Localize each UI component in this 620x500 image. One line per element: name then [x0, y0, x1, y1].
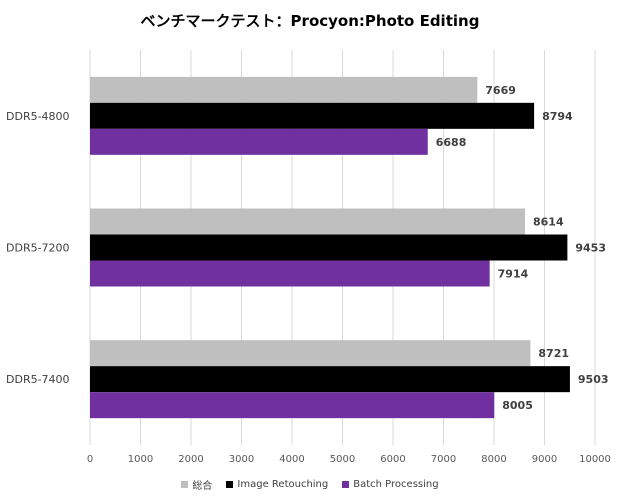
category-label: DDR5-7200: [6, 242, 70, 255]
bar: [90, 260, 490, 287]
data-label: 8721: [538, 347, 569, 360]
legend-label: 総合: [192, 481, 213, 492]
bar: [90, 340, 531, 367]
legend-item: 総合: [181, 477, 212, 492]
bar: [90, 366, 570, 393]
x-tick-label: 6000: [380, 454, 405, 465]
x-tick-label: 10000: [579, 454, 611, 465]
data-label: 9453: [575, 242, 606, 255]
x-tick-label: 8000: [481, 454, 506, 465]
bar: [90, 128, 428, 155]
legend-swatch: [342, 481, 350, 488]
data-label: 8794: [542, 110, 573, 123]
legend-swatch: [181, 481, 189, 488]
data-label: 8614: [533, 216, 564, 229]
category-label: DDR5-7400: [6, 373, 70, 386]
legend-swatch: [226, 481, 234, 488]
x-tick-label: 9000: [532, 454, 557, 465]
bar: [90, 234, 568, 261]
legend-label: Image Retouching: [237, 479, 329, 490]
bar: [90, 76, 478, 103]
x-tick-label: 4000: [279, 454, 304, 465]
bar: [90, 392, 495, 419]
data-label: 7669: [485, 84, 516, 97]
data-label: 6688: [436, 136, 467, 149]
data-label: 9503: [578, 373, 609, 386]
chart-title: ベンチマークテスト：Procyon:Photo Editing: [140, 12, 480, 30]
x-tick-label: 3000: [229, 454, 254, 465]
bar: [90, 208, 526, 235]
x-tick-label: 2000: [178, 454, 203, 465]
legend-item: Batch Processing: [342, 477, 439, 492]
x-tick-label: 7000: [431, 454, 456, 465]
legend-item: Image Retouching: [226, 477, 328, 492]
bar: [90, 102, 535, 129]
chart-legend: 総合 Image Retouching Batch Processing: [0, 477, 620, 492]
x-tick-label: 0: [87, 454, 93, 465]
x-tick-label: 1000: [128, 454, 153, 465]
x-tick-label: 5000: [330, 454, 355, 465]
category-label: DDR5-4800: [6, 110, 70, 123]
legend-label: Batch Processing: [353, 479, 439, 490]
data-label: 7914: [498, 268, 529, 281]
data-label: 8005: [502, 399, 533, 412]
